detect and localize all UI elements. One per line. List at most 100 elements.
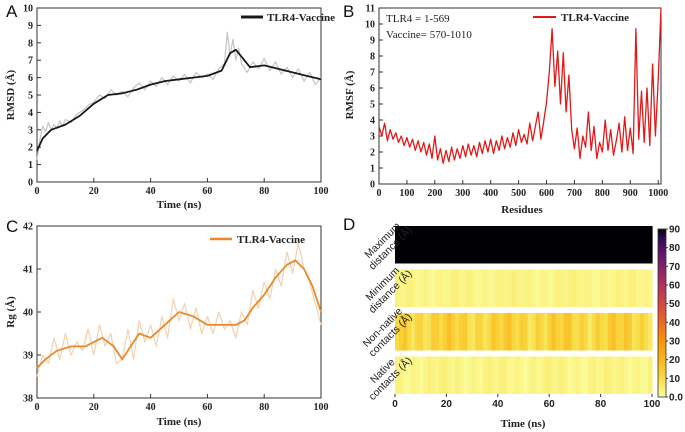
panel-b-x-axis-label: Residues xyxy=(501,204,543,216)
heatmap-cell xyxy=(495,313,501,351)
heatmap-cell xyxy=(567,356,573,394)
heatmap-cell xyxy=(611,269,617,307)
panel-d-x-tick-label: 0 xyxy=(392,399,398,410)
heatmap-cell xyxy=(443,313,448,351)
panel-label-a: A xyxy=(6,2,18,21)
heatmap-cell xyxy=(563,356,569,394)
panel-a-y-tick-label: 5 xyxy=(28,91,33,102)
heatmap-cell xyxy=(583,269,589,307)
heatmap-cell xyxy=(487,313,492,351)
heatmap-cell xyxy=(515,356,521,394)
heatmap-cell xyxy=(563,226,569,264)
heatmap-cell xyxy=(623,356,629,394)
heatmap-cell xyxy=(611,313,617,351)
panel-a-y-tick-label: 8 xyxy=(28,38,33,49)
panel-a-smooth-series-line xyxy=(36,48,322,152)
heatmap-cell xyxy=(499,226,505,264)
heatmap-cell xyxy=(623,226,629,264)
heatmap-cell xyxy=(547,226,553,264)
panel-b-annotation-tlr4: TLR4 = 1-569 xyxy=(386,13,450,25)
heatmap-cell xyxy=(607,226,613,264)
colorbar-tick-label: 80 xyxy=(669,243,681,254)
panel-c-smooth-series-line xyxy=(36,259,322,369)
heatmap-cell xyxy=(427,356,432,394)
colorbar-tick-label: 0.0 xyxy=(669,393,683,404)
heatmap-cell xyxy=(591,356,597,394)
heatmap-cell xyxy=(547,269,553,307)
heatmap-cell xyxy=(435,269,440,307)
heatmap-cell xyxy=(611,226,617,264)
heatmap-cell xyxy=(619,313,625,351)
heatmap-cell xyxy=(519,313,525,351)
panel-b-y-tick-label: 0 xyxy=(370,180,375,191)
heatmap-cell xyxy=(607,356,613,394)
heatmap-cell xyxy=(543,226,549,264)
heatmap-cell xyxy=(483,226,488,264)
panel-d-x-tick-label: 80 xyxy=(595,399,607,410)
heatmap-cell xyxy=(563,313,569,351)
heatmap-cell xyxy=(515,269,521,307)
heatmap-cell xyxy=(439,269,444,307)
heatmap-cell xyxy=(631,269,637,307)
heatmap-cell xyxy=(399,356,404,394)
heatmap-cell xyxy=(439,226,444,264)
panel-a-rmsd-chart: RMSD (Å) Time (ns) TLR4-Vaccine 0 20 40 60 8… xyxy=(5,4,335,212)
panel-c-x-tick-label: 60 xyxy=(202,402,212,413)
heatmap-cell xyxy=(639,226,645,264)
heatmap-cell xyxy=(419,313,424,351)
panel-b-y-tick-label: 9 xyxy=(370,36,375,47)
heatmap-cell xyxy=(403,269,408,307)
heatmap-cell xyxy=(523,226,529,264)
heatmap-cell xyxy=(511,313,517,351)
panel-b-rmsf-chart: RMSF (Å) Residues TLR4 = 1-569 Vaccine= … xyxy=(344,4,668,217)
panel-a-y-tick-label: 7 xyxy=(28,56,33,67)
colorbar-tick-label: 50 xyxy=(669,299,681,310)
colorbar-tick-label: 10 xyxy=(669,374,681,385)
heatmap-cell xyxy=(563,269,569,307)
heatmap-cell xyxy=(551,356,557,394)
heatmap-cell xyxy=(527,356,533,394)
panel-b-x-tick-label: 400 xyxy=(483,188,498,199)
panel-b-x-tick-label: 900 xyxy=(623,188,638,199)
heatmap-cell xyxy=(487,226,492,264)
heatmap-cell xyxy=(543,356,549,394)
heatmap-cell xyxy=(647,226,653,264)
heatmap-cell xyxy=(575,356,581,394)
heatmap-cell xyxy=(627,269,633,307)
panel-label-b: B xyxy=(343,2,354,21)
heatmap-cell xyxy=(435,226,440,264)
panel-b-y-tick-label: 11 xyxy=(366,4,375,15)
heatmap-cell xyxy=(411,226,416,264)
heatmap-cell xyxy=(567,313,573,351)
heatmap-cell xyxy=(635,313,641,351)
heatmap-cell xyxy=(559,269,565,307)
heatmap-cell xyxy=(571,269,577,307)
panel-a-x-tick-label: 0 xyxy=(35,186,40,197)
panel-b-x-tick-label: 700 xyxy=(567,188,582,199)
heatmap-cell xyxy=(579,269,585,307)
panel-b-y-tick-label: 5 xyxy=(370,100,375,111)
panel-c-y-tick-label: 39 xyxy=(23,351,33,362)
panel-b-y-tick-label: 7 xyxy=(370,68,375,79)
heatmap-cell xyxy=(499,313,505,351)
heatmap-cell xyxy=(423,269,428,307)
heatmap-cell xyxy=(467,269,472,307)
heatmap-cell xyxy=(491,226,496,264)
heatmap-cell xyxy=(487,356,492,394)
heatmap-cell xyxy=(479,313,484,351)
heatmap-cell xyxy=(611,356,617,394)
heatmap-cell xyxy=(591,269,597,307)
heatmap-cell xyxy=(467,356,472,394)
heatmap-cell xyxy=(511,226,517,264)
heatmap-cell xyxy=(543,269,549,307)
heatmap-cell xyxy=(523,356,529,394)
panel-b-y-tick-label: 8 xyxy=(370,52,375,63)
panel-b-y-tick-label: 2 xyxy=(370,148,375,159)
heatmap-cell xyxy=(615,313,621,351)
heatmap-cell xyxy=(483,269,488,307)
heatmap-cell xyxy=(567,269,573,307)
heatmap-cell xyxy=(619,269,625,307)
panel-c-y-tick-label: 42 xyxy=(23,222,33,233)
heatmap-cell xyxy=(463,313,468,351)
heatmap-cell xyxy=(455,356,460,394)
